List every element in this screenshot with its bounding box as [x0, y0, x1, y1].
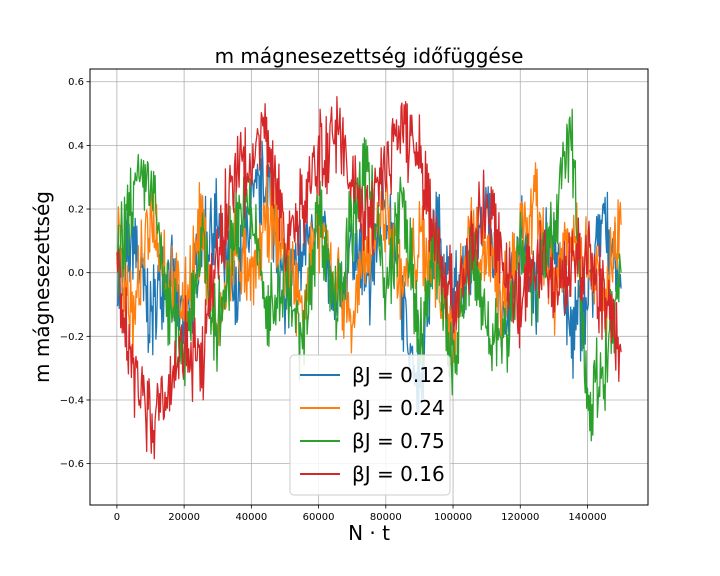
- y-ticks: −0.6 −0.4 −0.2 0.0 0.2 0.4 0.6: [60, 77, 90, 470]
- y-tick-label: −0.2: [60, 332, 84, 343]
- x-tick-label: 60000: [303, 512, 335, 523]
- legend-label: βJ = 0.24: [352, 396, 445, 420]
- x-tick-label: 140000: [568, 512, 606, 523]
- chart-title: m mágnesezettség időfüggése: [215, 44, 524, 68]
- x-tick-label: 100000: [434, 512, 472, 523]
- y-axis-label: m mágnesezettség: [30, 191, 54, 383]
- x-tick-label: 20000: [168, 512, 200, 523]
- y-tick-label: −0.6: [60, 459, 84, 470]
- x-tick-label: 80000: [370, 512, 402, 523]
- legend-label: βJ = 0.12: [352, 363, 445, 387]
- y-tick-label: 0.0: [68, 268, 84, 279]
- series-line-4: [116, 96, 622, 460]
- x-tick-label: 0: [114, 512, 120, 523]
- x-tick-label: 120000: [501, 512, 539, 523]
- plot-frame: [89, 68, 649, 506]
- y-tick-label: 0.4: [68, 141, 84, 152]
- legend-label: βJ = 0.16: [352, 462, 445, 486]
- x-axis-label: N · t: [348, 521, 390, 545]
- legend-label: βJ = 0.75: [352, 429, 445, 453]
- x-tick-label: 40000: [235, 512, 267, 523]
- legend-box: [289, 354, 451, 496]
- y-tick-label: −0.4: [60, 395, 84, 406]
- legend: βJ = 0.12 βJ = 0.24 βJ = 0.75 βJ = 0.16: [289, 354, 451, 496]
- series-line-3: [116, 108, 622, 442]
- series-layer: [116, 96, 622, 460]
- y-tick-label: 0.2: [68, 205, 84, 216]
- y-tick-label: 0.6: [68, 77, 84, 88]
- x-ticks: 0 20000 40000 60000 80000 100000 120000 140000: [114, 505, 607, 523]
